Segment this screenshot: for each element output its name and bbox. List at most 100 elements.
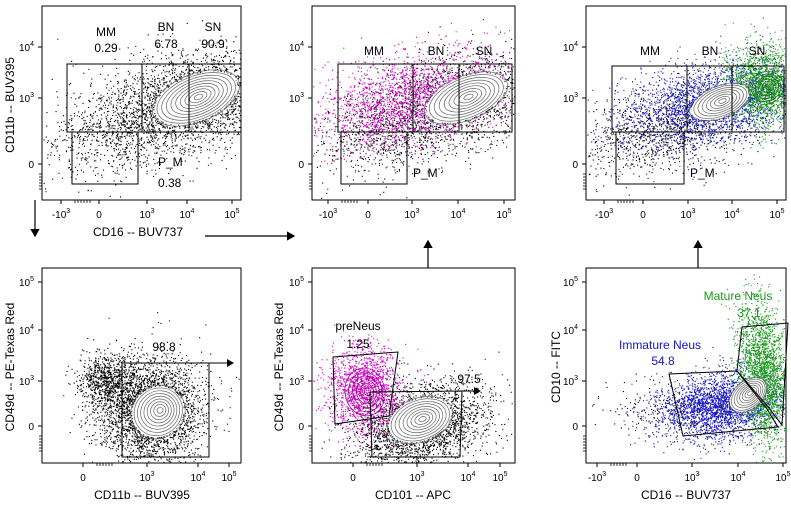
gate-cd101-value: 97.5 — [457, 372, 481, 386]
x-tick-label: 104 — [730, 471, 745, 484]
x-tick-label: 105 — [224, 208, 239, 221]
density-contour-core — [132, 386, 184, 438]
density-contour — [433, 77, 500, 119]
immature-events — [587, 34, 786, 175]
gate-preneus-value: 1.25 — [346, 337, 370, 351]
gate-pm — [71, 131, 139, 185]
density-contour — [701, 89, 741, 114]
gate-pm — [340, 131, 408, 185]
panel-6-x-label: CD16 -- BUV737 — [641, 488, 731, 502]
panel-6-y-label: CD10 -- FITC — [549, 331, 563, 403]
mature-contour — [761, 81, 774, 93]
events — [587, 60, 773, 196]
y-tick-label: 104 — [563, 41, 578, 54]
gate-preneus-label: preNeus — [335, 319, 380, 333]
gate-pm-label: P_M — [413, 166, 438, 180]
panel-1: MM 0.29 BN 6.78 SN 90.9 P_M 0.38 -103 0 10… — [3, 5, 242, 239]
density-contour — [146, 398, 172, 424]
density-contour — [137, 390, 181, 433]
density-contour — [733, 380, 764, 409]
density-contour — [693, 84, 748, 119]
density-contour — [143, 395, 175, 427]
preneus-contour — [344, 367, 386, 417]
density-contour — [410, 411, 434, 428]
preneus-contour — [363, 387, 372, 396]
y-tick-label: 0 — [298, 160, 304, 171]
mature-contour — [758, 78, 777, 96]
density-contour — [414, 413, 430, 425]
density-contour — [406, 408, 437, 431]
panel-5-frame — [311, 267, 516, 464]
gate-bn-label: BN — [702, 44, 719, 58]
y-tick-label: 103 — [19, 375, 34, 388]
density-contour — [418, 416, 427, 423]
panel-5-y-label: CD49d -- PE-Texas Red — [272, 303, 286, 432]
panel-1-gates — [66, 63, 242, 185]
density-contour — [718, 98, 727, 104]
x-tick-label: 104 — [190, 471, 205, 484]
y-tick-label: 104 — [19, 41, 34, 54]
mature-contour — [748, 71, 784, 105]
gate-mm-value: 0.29 — [94, 41, 118, 55]
panel-2-gates — [337, 63, 513, 185]
y-tick-label: 0 — [28, 160, 34, 171]
gate-pm-value: 0.38 — [158, 176, 182, 190]
gate-immature-neus-label: Immature Neus — [619, 338, 701, 352]
gate-immature-neus-value: 54.8 — [651, 354, 675, 368]
panel-4-axes: 0 103 104 105 105 104 103 0 — [19, 276, 237, 484]
events — [324, 19, 515, 181]
x-tick-label: 103 — [680, 208, 695, 221]
x-tick-label: 105 — [769, 208, 784, 221]
panel-4-x-label: CD11b -- BUV395 — [94, 488, 190, 502]
panel-5: preNeus 1.25 97.5 0 103 104 105 105 104 103 0 C… — [272, 267, 516, 502]
density-contour — [728, 376, 768, 414]
x-tick-label: 105 — [492, 471, 507, 484]
panel-4-contours — [130, 384, 186, 440]
x-tick-label: -103 — [595, 208, 613, 221]
x-tick-label: 0 — [365, 210, 371, 221]
mature-events — [720, 274, 787, 463]
mature-contour — [754, 76, 779, 99]
events — [43, 33, 234, 198]
panel-5-points — [313, 324, 513, 463]
mature-contour — [764, 83, 772, 90]
density-contour — [689, 82, 751, 122]
density-contour — [438, 79, 495, 116]
y-tick-label: 104 — [289, 324, 304, 337]
density-contour — [443, 82, 491, 113]
y-tick-label: 0 — [572, 422, 578, 433]
flow-arrows — [30, 200, 703, 268]
gate-cd101-positive — [369, 390, 463, 458]
y-tick-label: 104 — [289, 41, 304, 54]
panel-6-contours — [728, 376, 768, 414]
density-contour — [150, 401, 169, 421]
gate-bn-label: BN — [428, 44, 445, 58]
gate-immature-neus — [668, 370, 779, 437]
x-tick-label: 105 — [221, 471, 236, 484]
density-contour — [189, 91, 208, 104]
panel-3-points — [587, 17, 786, 196]
panel-1-contours — [152, 69, 240, 127]
x-tick-label: 0 — [634, 473, 640, 484]
x-tick-label: 104 — [179, 208, 194, 221]
x-tick-label: 104 — [450, 208, 465, 221]
x-tick-label: 0 — [80, 473, 86, 484]
panel-1-x-label: CD16 -- BUV737 — [93, 225, 183, 239]
density-contour — [184, 88, 212, 107]
density-contour — [463, 93, 474, 101]
density-contour — [398, 403, 444, 436]
density-contour — [133, 387, 183, 436]
x-tick-label: 103 — [409, 471, 424, 484]
panel-2-frame — [311, 5, 516, 201]
gate-mm-label: MM — [364, 44, 384, 58]
y-tick-label: 103 — [563, 375, 578, 388]
density-contour — [156, 72, 236, 124]
preneus-contour — [352, 375, 380, 409]
panel-3-contours — [689, 71, 784, 122]
density-contour — [140, 393, 178, 430]
gate-bn-label: BN — [158, 20, 175, 34]
gate-sn-label: SN — [205, 20, 222, 34]
density-contour — [710, 93, 734, 109]
y-tick-label: 0 — [28, 422, 34, 433]
